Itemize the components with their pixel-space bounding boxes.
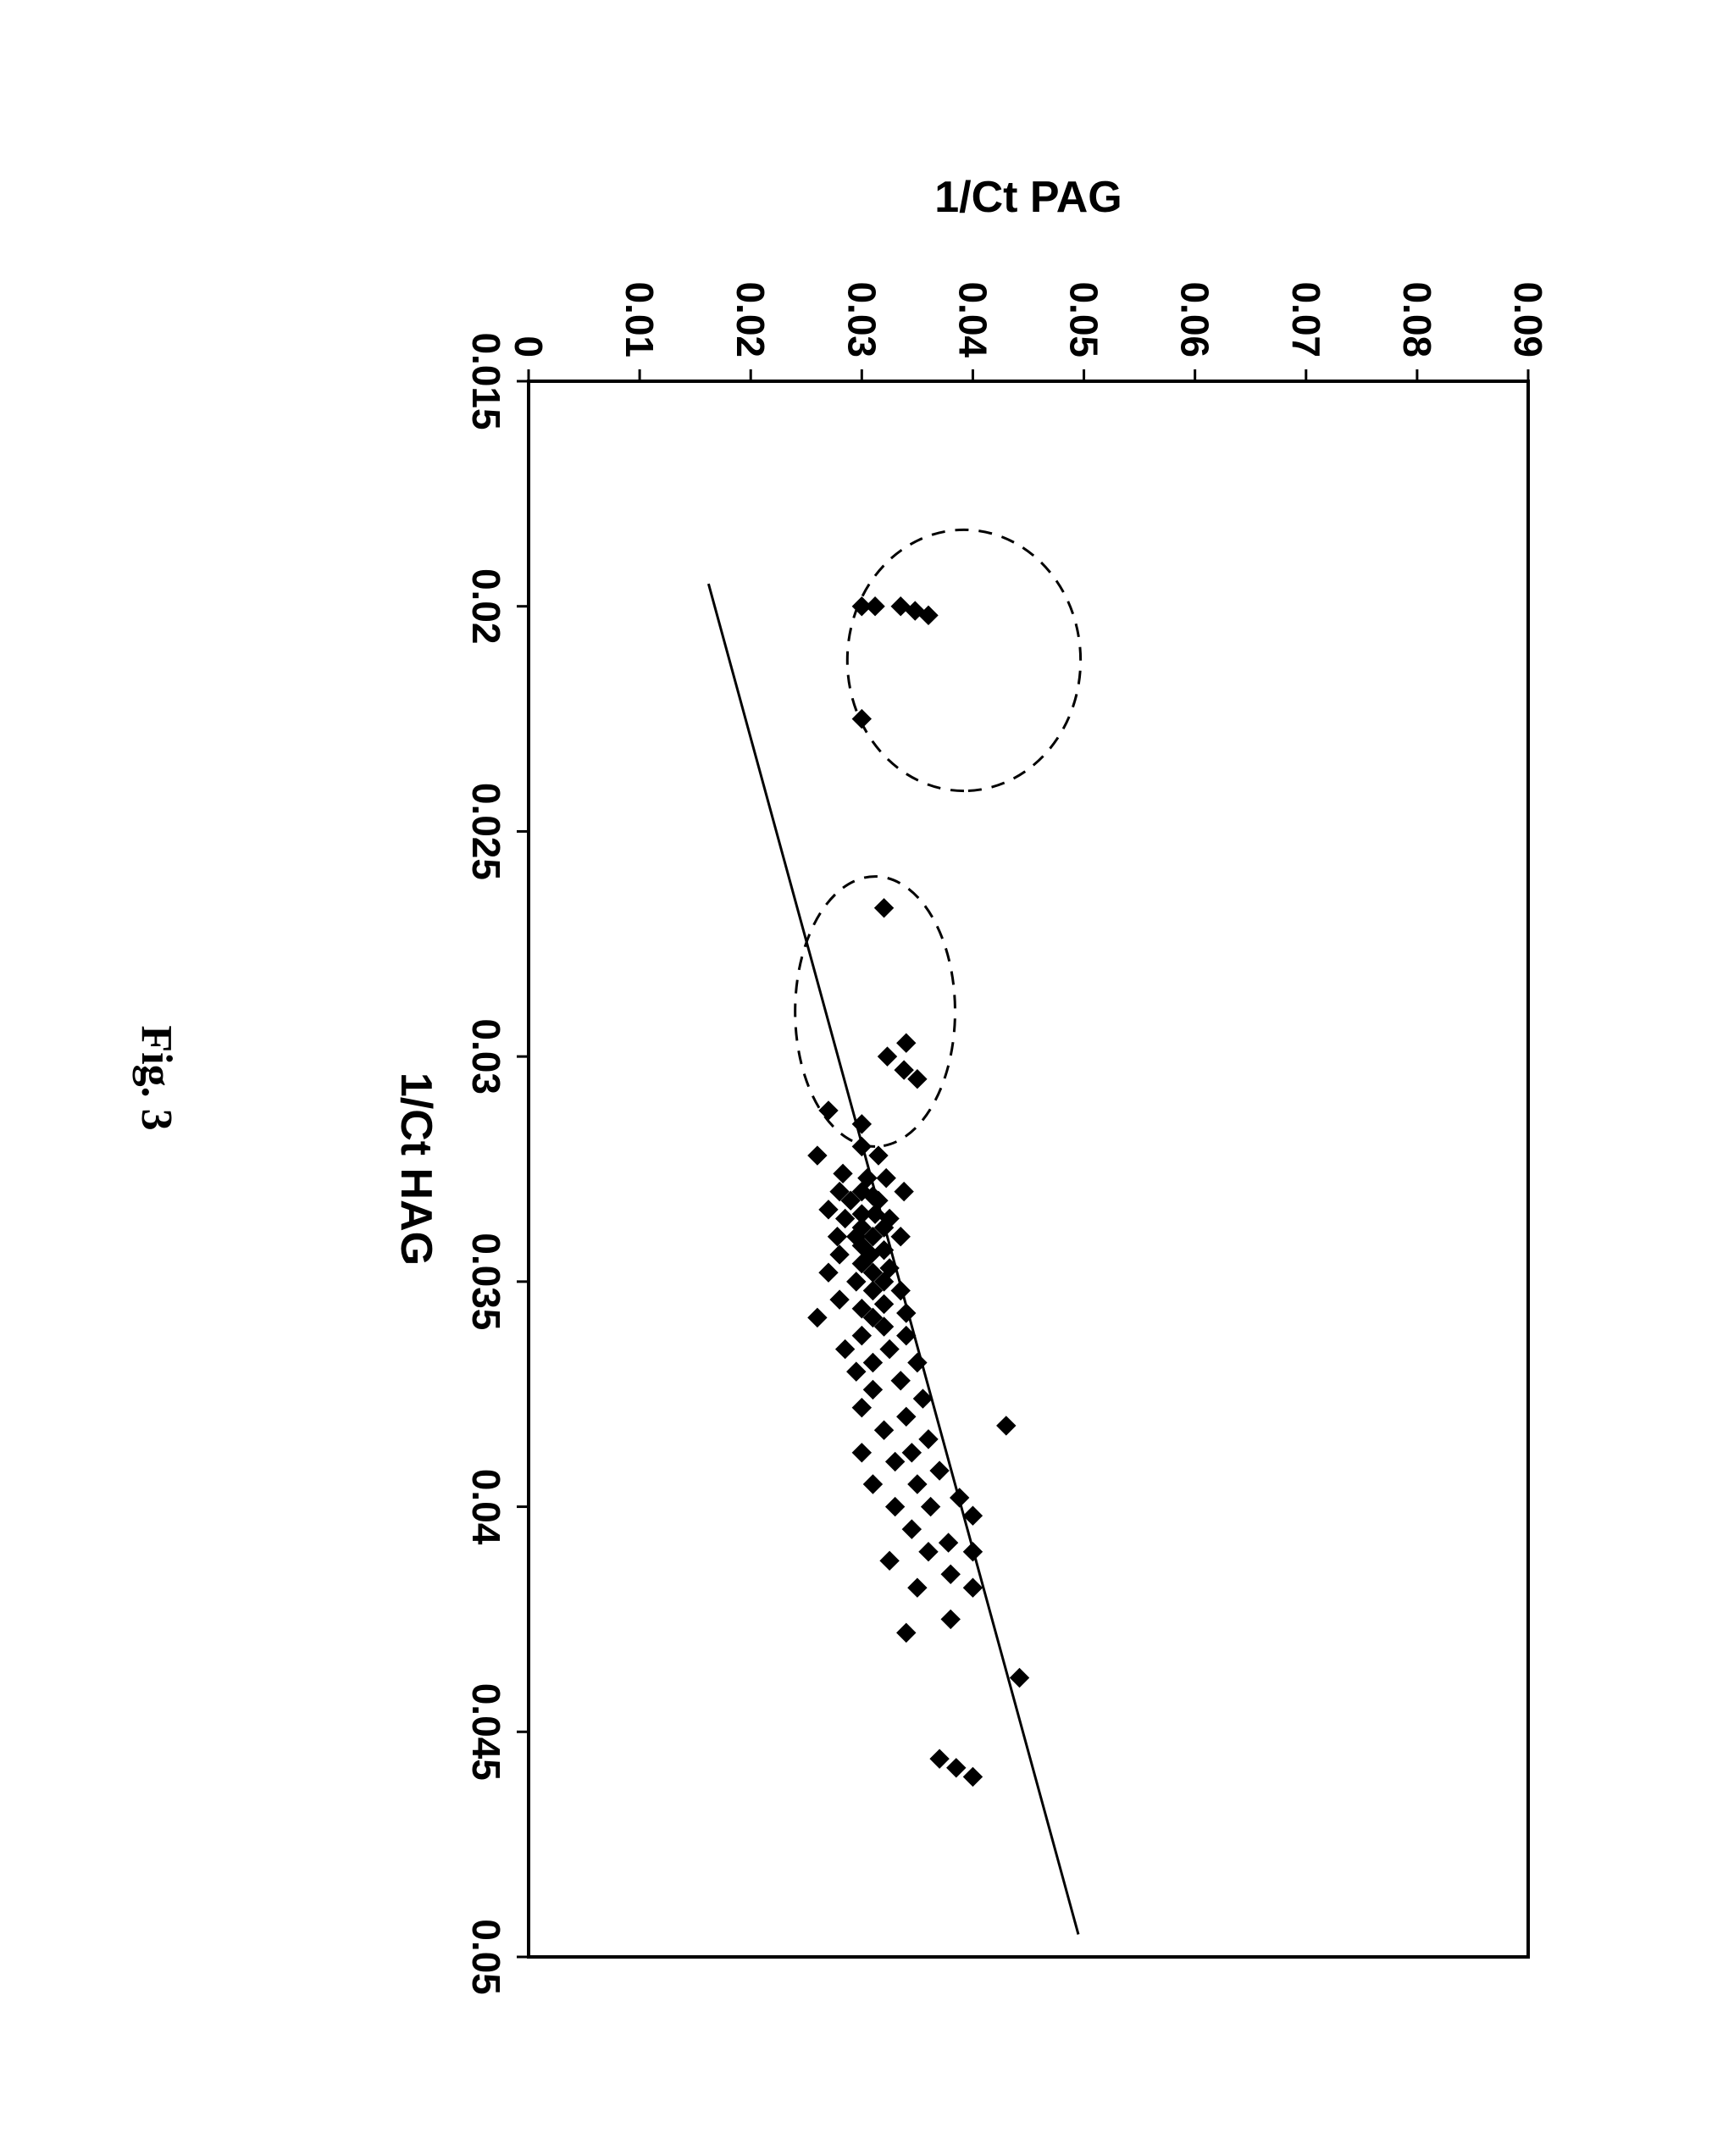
y-tick-label: 0.08 [1395,281,1439,357]
x-axis-label: 1/Ct HAG [391,1072,440,1266]
x-tick-label: 0.045 [464,1683,508,1781]
y-tick-label: 0.07 [1284,281,1328,357]
x-tick-label: 0.025 [464,783,508,880]
y-tick-label: 0 [507,335,551,357]
y-tick-label: 0.06 [1173,281,1217,357]
rotated-figure-container: 0.015 0.02 0.025 0.03 0.035 0.04 0.045 0.05 0 0.0… [0,0,1723,2156]
x-tick-label: 0.035 [464,1233,508,1330]
x-tick-label: 0.015 [464,332,508,430]
scatter-chart: 0.015 0.02 0.025 0.03 0.035 0.04 0.045 0.05 0 0.0… [308,144,1579,2008]
page: 0.015 0.02 0.025 0.03 0.035 0.04 0.045 0.05 0 0.0… [0,0,1723,2156]
x-tick-label: 0.05 [464,1919,508,1995]
x-tick-label: 0.02 [464,568,508,645]
y-tick-label: 0.01 [618,281,662,357]
y-axis-label: 1/Ct PAG [934,173,1122,222]
y-tick-label: 0.03 [839,281,884,357]
figure-wrap: 0.015 0.02 0.025 0.03 0.035 0.04 0.045 0.05 0 0.0… [308,144,1579,2008]
y-tick-label: 0.02 [729,281,773,357]
y-tick-label: 0.09 [1506,281,1550,357]
y-tick-label: 0.04 [950,281,994,357]
x-tick-label: 0.04 [464,1469,508,1545]
x-tick-label: 0.03 [464,1018,508,1095]
figure-caption: Fig. 3 [131,0,181,2156]
y-tick-label: 0.05 [1062,281,1106,357]
